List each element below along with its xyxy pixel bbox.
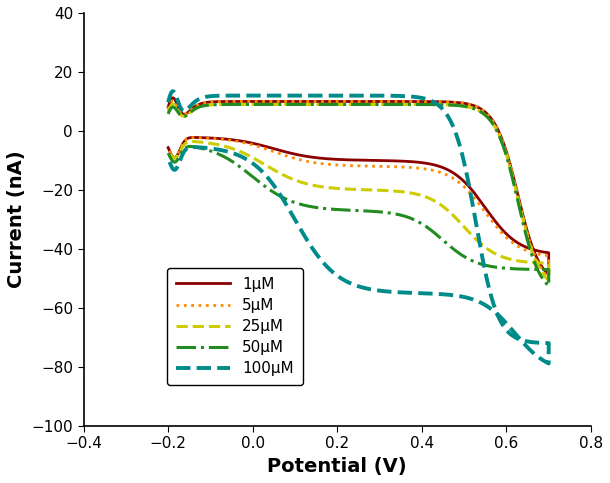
1μM — [165, 104, 172, 110]
100μM — [165, 99, 172, 105]
5μM — [545, 274, 553, 280]
1μM — [266, 99, 273, 104]
25μM — [525, 259, 532, 265]
25μM — [509, 257, 516, 263]
100μM — [422, 96, 429, 102]
1μM — [422, 99, 429, 104]
5μM — [293, 99, 301, 104]
100μM — [266, 93, 273, 99]
50μM — [422, 101, 429, 107]
1μM — [545, 272, 553, 278]
1μM — [165, 145, 172, 151]
Legend: 1μM, 5μM, 25μM, 50μM, 100μM: 1μM, 5μM, 25μM, 50μM, 100μM — [167, 268, 303, 385]
1μM — [293, 99, 301, 104]
5μM — [525, 248, 532, 254]
100μM — [293, 93, 301, 99]
50μM — [291, 101, 298, 107]
Line: 50μM: 50μM — [168, 104, 549, 286]
50μM — [165, 150, 172, 156]
100μM — [509, 327, 516, 333]
25μM — [422, 101, 429, 107]
50μM — [509, 266, 516, 271]
Line: 1μM: 1μM — [168, 98, 549, 275]
100μM — [170, 88, 177, 94]
5μM — [422, 99, 429, 104]
50μM — [265, 101, 273, 107]
Line: 5μM: 5μM — [168, 101, 549, 277]
50μM — [525, 267, 532, 272]
25μM — [266, 101, 273, 107]
1μM — [525, 245, 532, 251]
100μM — [545, 361, 553, 367]
1μM — [495, 129, 503, 135]
X-axis label: Potential (V): Potential (V) — [267, 457, 407, 476]
25μM — [545, 277, 553, 283]
5μM — [266, 99, 273, 104]
1μM — [170, 95, 177, 101]
100μM — [495, 315, 503, 321]
25μM — [170, 101, 177, 107]
50μM — [495, 133, 503, 139]
5μM — [170, 98, 177, 104]
100μM — [165, 156, 172, 161]
5μM — [495, 130, 503, 136]
Line: 100μM: 100μM — [168, 91, 549, 364]
Y-axis label: Current (nA): Current (nA) — [7, 151, 26, 288]
100μM — [525, 345, 532, 351]
1μM — [509, 236, 516, 242]
5μM — [509, 240, 516, 245]
25μM — [495, 132, 503, 138]
50μM — [293, 101, 301, 107]
50μM — [545, 283, 553, 289]
5μM — [165, 106, 172, 112]
25μM — [165, 146, 172, 152]
25μM — [165, 109, 172, 114]
Line: 25μM: 25μM — [168, 104, 549, 280]
25μM — [293, 101, 301, 107]
50μM — [165, 111, 172, 117]
5μM — [165, 145, 172, 151]
